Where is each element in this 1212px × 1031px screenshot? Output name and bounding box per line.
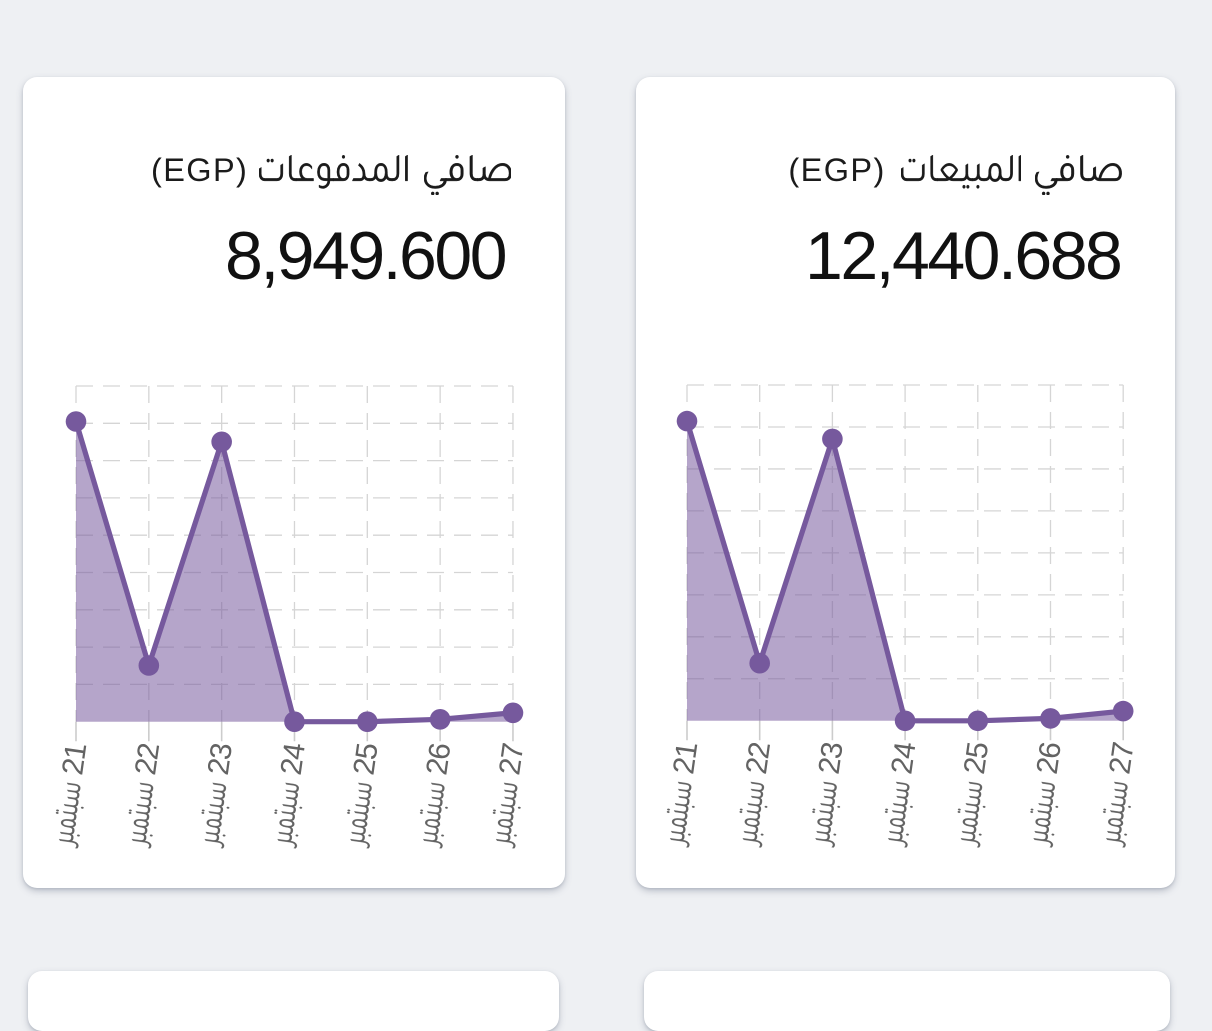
svg-text:25: 25 <box>348 741 385 777</box>
svg-text:27: 27 <box>493 741 530 777</box>
svg-text:24: 24 <box>885 741 922 777</box>
svg-text:21: 21 <box>667 741 704 777</box>
svg-text:22: 22 <box>740 741 777 777</box>
svg-text:24: 24 <box>275 741 312 777</box>
svg-text:26: 26 <box>1031 741 1068 777</box>
svg-text:25: 25 <box>958 741 995 777</box>
svg-text:21: 21 <box>56 741 93 777</box>
svg-text:22: 22 <box>129 741 166 777</box>
svg-text:23: 23 <box>202 741 239 777</box>
svg-text:26: 26 <box>420 741 457 777</box>
svg-text:23: 23 <box>813 741 850 777</box>
svg-text:27: 27 <box>1103 741 1140 777</box>
